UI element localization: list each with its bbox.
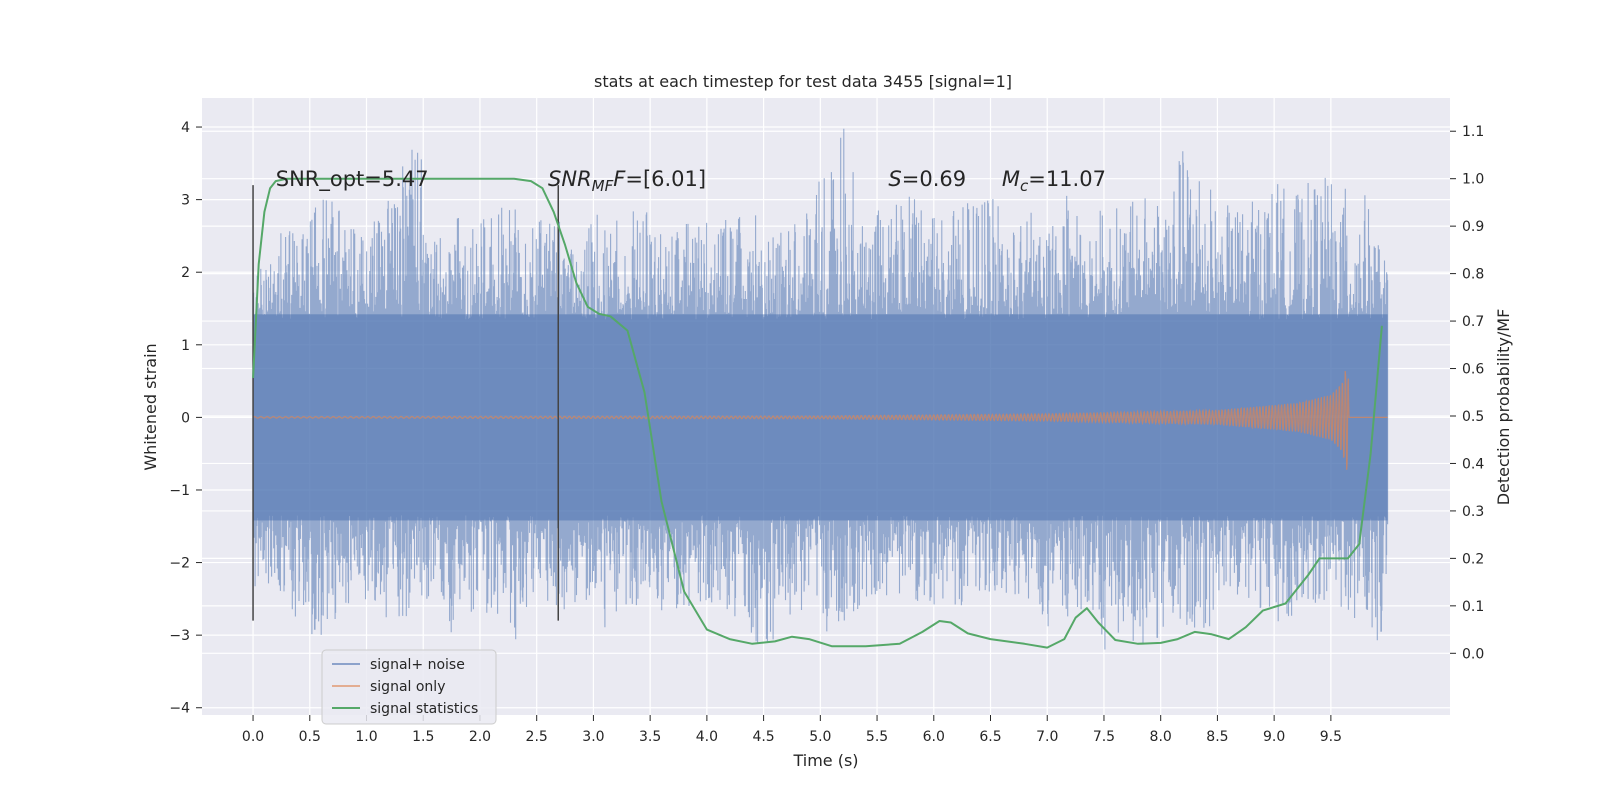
y-axis: 4 3 2 1 0 −1 −2 −3 −4 bbox=[169, 120, 202, 717]
x-tick-label: 7.5 bbox=[1093, 729, 1115, 745]
x-tick-label: 7.0 bbox=[1036, 729, 1058, 745]
x-axis: 0.0 0.5 1.0 1.5 2.0 2.5 3.0 3.5 4.0 4.5 5.0 5.5 6.0 6… bbox=[242, 715, 1342, 745]
y2-tick-label: 0.8 bbox=[1462, 267, 1484, 283]
annotation: Mc=11.07 bbox=[1002, 167, 1106, 195]
y2-tick-label: 0.2 bbox=[1462, 551, 1484, 567]
x-tick-label: 2.5 bbox=[526, 729, 548, 745]
y2-tick-label: 0.7 bbox=[1462, 314, 1484, 330]
annotation: SNRMFF=[6.01] bbox=[548, 167, 706, 195]
x-tick-label: 5.0 bbox=[809, 729, 831, 745]
x-tick-label: 4.5 bbox=[752, 729, 774, 745]
y-tick-label: 3 bbox=[181, 193, 190, 209]
y-axis-label: Whitened strain bbox=[141, 343, 160, 470]
y-tick-label: 4 bbox=[181, 120, 190, 136]
legend-box bbox=[321, 649, 497, 725]
y-tick-label: 2 bbox=[181, 265, 190, 281]
y-tick-label: −2 bbox=[169, 556, 190, 572]
x-axis-label: Time (s) bbox=[792, 751, 858, 770]
x-tick-label: 6.5 bbox=[979, 729, 1001, 745]
y2-tick-label: 0.3 bbox=[1462, 504, 1484, 520]
series-layer bbox=[252, 128, 1389, 650]
x-tick-label: 9.0 bbox=[1263, 729, 1285, 745]
chart-title: stats at each timestep for test data 345… bbox=[594, 72, 1012, 91]
y2-tick-label: 0.0 bbox=[1462, 646, 1484, 662]
signal-only-line bbox=[252, 371, 1388, 470]
legend: signal+ noise signal only signal statistic… bbox=[321, 649, 497, 725]
x-tick-label: 9.5 bbox=[1320, 729, 1342, 745]
legend-label: signal+ noise bbox=[370, 657, 465, 673]
x-tick-label: 3.0 bbox=[582, 729, 604, 745]
x-tick-label: 1.5 bbox=[412, 729, 434, 745]
y2-tick-label: 1.1 bbox=[1462, 124, 1484, 140]
y-tick-label: −3 bbox=[169, 628, 190, 644]
annotation: S=0.69 bbox=[888, 167, 966, 191]
x-tick-label: 0.5 bbox=[299, 729, 321, 745]
annotations: SNR_opt=5.47 SNRMFF=[6.01] S=0.69 Mc=11.07 bbox=[276, 167, 1106, 195]
y2-tick-label: 0.9 bbox=[1462, 219, 1484, 235]
annotation: SNR_opt=5.47 bbox=[276, 167, 429, 192]
x-tick-label: 3.5 bbox=[639, 729, 661, 745]
y2-axis: 1.1 1.0 0.9 0.8 0.7 0.6 0.5 0.4 0.3 0.2 0.1 0.0 bbox=[1450, 124, 1484, 662]
legend-label: signal statistics bbox=[370, 701, 478, 717]
y-tick-label: −4 bbox=[169, 701, 190, 717]
x-tick-label: 8.0 bbox=[1150, 729, 1172, 745]
y2-tick-label: 0.4 bbox=[1462, 456, 1484, 472]
y-tick-label: 0 bbox=[181, 410, 190, 426]
x-tick-label: 2.0 bbox=[469, 729, 491, 745]
x-tick-label: 1.0 bbox=[355, 729, 377, 745]
y2-tick-label: 0.5 bbox=[1462, 409, 1484, 425]
y2-tick-label: 0.1 bbox=[1462, 599, 1484, 615]
x-tick-label: 5.5 bbox=[866, 729, 888, 745]
x-tick-label: 4.0 bbox=[696, 729, 718, 745]
x-tick-label: 6.0 bbox=[923, 729, 945, 745]
y2-tick-label: 1.0 bbox=[1462, 172, 1484, 188]
x-tick-label: 0.0 bbox=[242, 729, 264, 745]
x-tick-label: 8.5 bbox=[1206, 729, 1228, 745]
y2-axis-label: Detection probability/MF bbox=[1494, 309, 1513, 506]
y2-tick-label: 0.6 bbox=[1462, 362, 1484, 378]
y-tick-label: 1 bbox=[181, 338, 190, 354]
y-tick-label: −1 bbox=[169, 483, 190, 499]
legend-label: signal only bbox=[370, 679, 445, 695]
signal-statistics-line bbox=[252, 177, 1383, 649]
